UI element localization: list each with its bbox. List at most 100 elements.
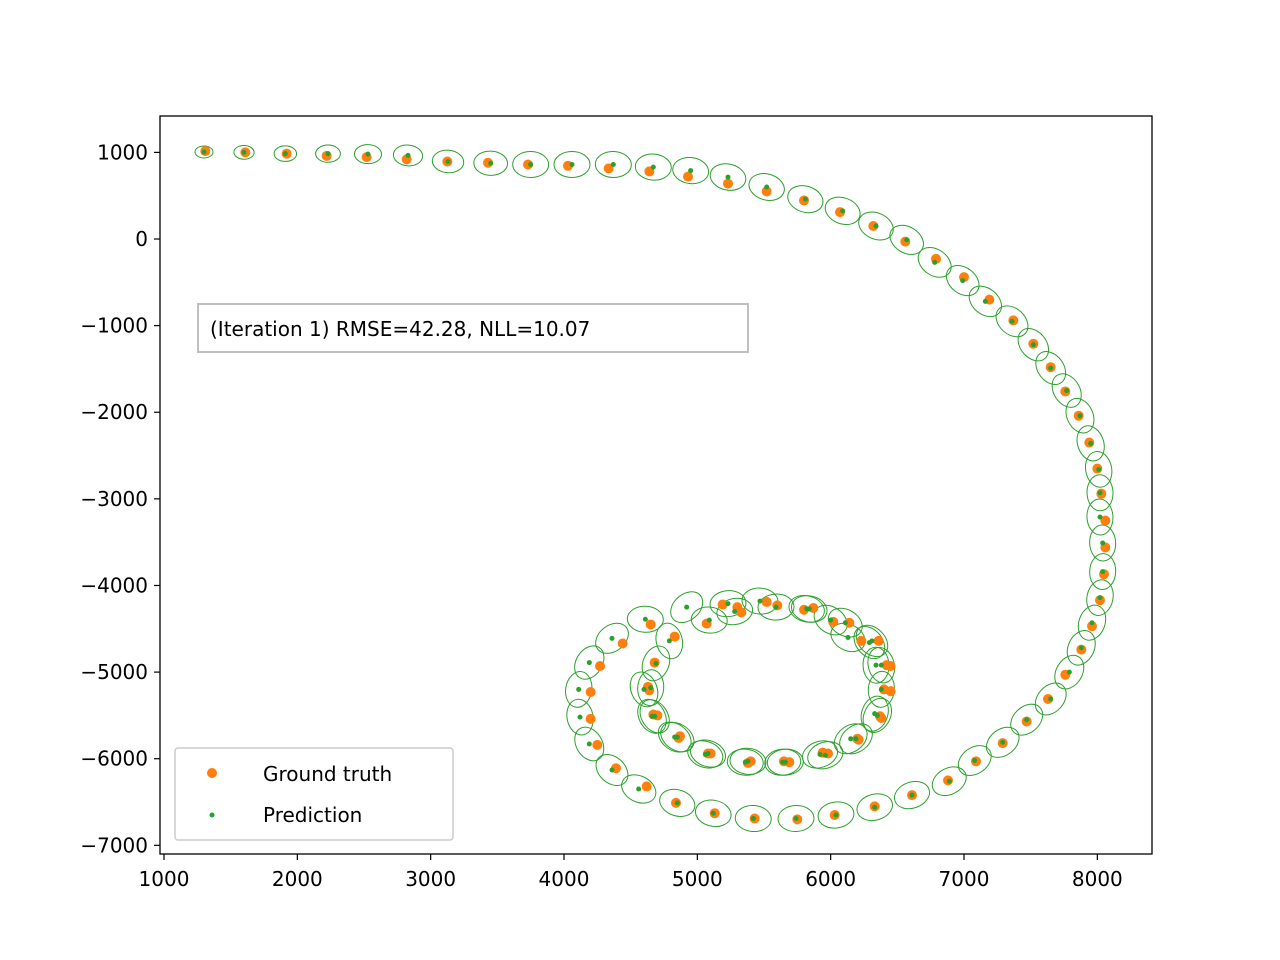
uncertainty-ellipse — [830, 622, 866, 653]
uncertainty-ellipse — [1065, 397, 1095, 434]
prediction-point — [1048, 365, 1054, 371]
uncertainty-ellipse — [1086, 474, 1114, 512]
y-tick-label: −2000 — [80, 400, 148, 424]
uncertainty-ellipse — [787, 185, 824, 214]
ground-truth-point — [585, 713, 596, 724]
prediction-point — [869, 638, 875, 644]
prediction-point — [609, 767, 615, 773]
uncertainty-ellipse — [855, 624, 889, 658]
prediction-point — [742, 759, 748, 765]
uncertainty-ellipse — [1066, 630, 1096, 666]
prediction-point — [982, 298, 988, 304]
x-tick-label: 4000 — [539, 867, 590, 891]
ground-truth-point — [669, 631, 680, 642]
ground-truth-point — [1043, 693, 1053, 704]
prediction-point — [793, 815, 799, 821]
uncertainty-ellipse — [757, 593, 795, 621]
prediction-point — [932, 259, 938, 265]
uncertainty-ellipse — [788, 594, 825, 623]
uncertainty-ellipse — [856, 793, 893, 822]
uncertainty-ellipse — [233, 145, 255, 160]
ground-truth-point — [881, 660, 892, 671]
uncertainty-ellipse — [1035, 351, 1067, 385]
prediction-point — [325, 151, 331, 157]
prediction-point — [1000, 739, 1006, 745]
y-tick-label: 1000 — [97, 140, 148, 164]
prediction-point — [773, 604, 779, 610]
uncertainty-ellipse — [1086, 579, 1114, 616]
ground-truth-point — [873, 635, 884, 646]
prediction-point — [1030, 342, 1036, 348]
prediction-point — [576, 686, 582, 692]
y-tick-label: 0 — [135, 227, 148, 251]
prediction-point — [405, 152, 411, 158]
uncertainty-ellipse — [748, 173, 785, 201]
prediction-point — [1100, 569, 1106, 575]
prediction-point — [946, 778, 952, 784]
uncertainty-ellipse — [595, 754, 629, 786]
prediction-point — [872, 804, 878, 810]
prediction-point — [904, 237, 910, 243]
x-tick-label: 3000 — [405, 867, 456, 891]
prediction-point — [1097, 490, 1103, 496]
prediction-point — [636, 786, 642, 792]
annotation-text: (Iteration 1) RMSE=42.28, NLL=10.07 — [210, 317, 590, 341]
legend-marker-prediction — [209, 812, 215, 818]
uncertainty-ellipse — [1086, 498, 1114, 536]
prediction-point — [817, 751, 823, 757]
ground-truth-point — [592, 739, 603, 750]
prediction-points — [201, 149, 1106, 821]
prediction-point — [764, 184, 770, 190]
prediction-point — [650, 164, 656, 170]
ground-truth-points — [200, 146, 1111, 825]
uncertainty-ellipse — [709, 590, 747, 618]
uncertainty-ellipse — [634, 153, 672, 181]
ground-truth-point — [761, 186, 772, 197]
prediction-point — [828, 617, 834, 623]
prediction-point — [674, 800, 680, 806]
uncertainty-ellipse — [1010, 703, 1044, 736]
prediction-point — [201, 149, 207, 155]
prediction-point — [684, 604, 690, 610]
x-tick-label: 1000 — [139, 867, 190, 891]
ground-truth-point — [1087, 621, 1097, 632]
prediction-point — [672, 734, 678, 740]
prediction-point — [641, 686, 647, 692]
uncertainty-ellipse — [709, 163, 747, 191]
ground-truth-point — [641, 781, 652, 792]
legend-label-prediction: Prediction — [263, 803, 362, 827]
prediction-point — [873, 662, 879, 668]
prediction-point — [972, 757, 978, 763]
y-tick-label: −6000 — [80, 747, 148, 771]
prediction-point — [528, 162, 534, 168]
uncertainty-ellipse — [1076, 425, 1105, 462]
ground-truth-point — [856, 635, 867, 646]
uncertainty-ellipse — [621, 774, 657, 804]
uncertainty-ellipse — [893, 780, 931, 810]
uncertainty-ellipse — [639, 699, 670, 734]
uncertainty-ellipse — [689, 739, 727, 768]
prediction-point — [750, 815, 756, 821]
ground-truth-point — [717, 599, 728, 610]
prediction-point — [1096, 466, 1102, 472]
prediction-point — [840, 208, 846, 214]
legend-marker-ground-truth — [207, 768, 217, 778]
uncertainty-ellipse — [931, 766, 967, 797]
prediction-point — [848, 736, 854, 742]
uncertainty-ellipse — [839, 723, 873, 755]
prediction-point — [1100, 540, 1106, 546]
prediction-point — [241, 149, 247, 155]
ground-truth-point — [683, 171, 693, 182]
ground-truth-point — [844, 617, 855, 628]
ground-truth-point — [603, 163, 614, 174]
uncertainty-ellipse — [1077, 604, 1107, 641]
uncertainty-ellipse — [659, 788, 696, 817]
x-axis-ticks: 1000 2000 3000 4000 5000 6000 7000 8000 — [139, 854, 1123, 891]
prediction-point — [725, 601, 731, 607]
ground-truth-point — [879, 684, 889, 695]
uncertainty-ellipse — [574, 726, 605, 762]
uncertainty-ellipse — [629, 671, 659, 708]
prediction-point — [282, 151, 288, 157]
prediction-point — [1088, 440, 1094, 446]
